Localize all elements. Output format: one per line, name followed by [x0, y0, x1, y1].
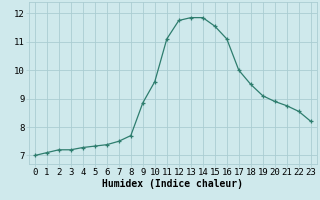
X-axis label: Humidex (Indice chaleur): Humidex (Indice chaleur) — [102, 179, 243, 189]
